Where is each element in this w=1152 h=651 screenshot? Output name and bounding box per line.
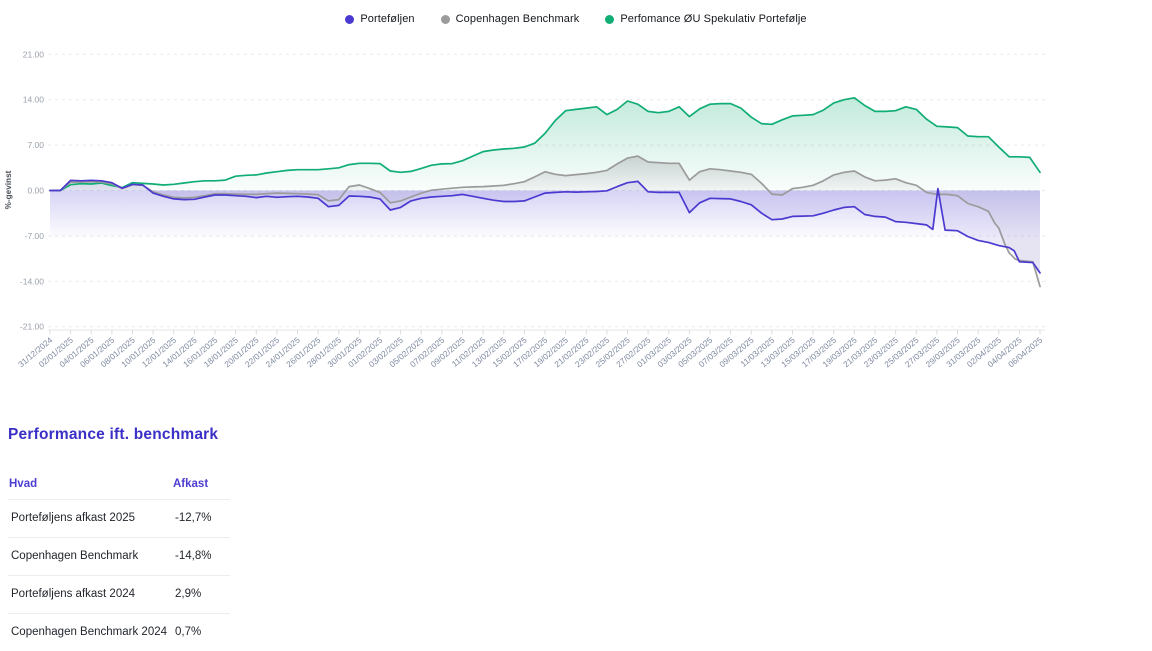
row-value: 2,9% bbox=[175, 588, 202, 600]
table-header-row: Hvad Afkast bbox=[8, 472, 230, 500]
legend-item-spekulativ-portefolje[interactable]: Perfomance ØU Spekulativ Portefølje bbox=[605, 13, 807, 25]
benchmark-panel: Performance ift. benchmark Hvad Afkast P… bbox=[8, 426, 230, 651]
line-portefoljen bbox=[49, 179, 1041, 274]
row-value: -12,7% bbox=[175, 512, 212, 524]
legend-label: Porteføljen bbox=[360, 13, 415, 25]
legend-item-portefoljen[interactable]: Porteføljen bbox=[345, 13, 415, 25]
row-label: Copenhagen Benchmark bbox=[11, 550, 139, 562]
area-spekulativ bbox=[50, 97, 1040, 191]
table-header-hvad: Hvad bbox=[9, 478, 38, 490]
y-axis-label: -21.00 bbox=[20, 322, 44, 332]
row-label: Copenhagen Benchmark 2024 bbox=[11, 626, 168, 638]
legend-dot-spekulativ-portefolje bbox=[605, 14, 615, 24]
y-axis-label: 14.00 bbox=[23, 95, 45, 105]
table-row: Porteføljens afkast 2025 -12,7% bbox=[8, 500, 230, 538]
portfolio-negative-band bbox=[50, 190, 1040, 240]
y-axis-label: -14.00 bbox=[20, 276, 44, 286]
benchmark-table: Hvad Afkast Porteføljens afkast 2025 -12… bbox=[8, 472, 230, 651]
table-row: Copenhagen Benchmark 2024 0,7% bbox=[8, 614, 230, 651]
table-row: Porteføljens afkast 2024 2,9% bbox=[8, 576, 230, 614]
line-benchmark bbox=[49, 155, 1041, 288]
y-axis-label: 21.00 bbox=[23, 49, 45, 59]
legend-dot-portefoljen bbox=[345, 14, 355, 24]
legend-label: Perfomance ØU Spekulativ Portefølje bbox=[620, 13, 807, 25]
line-spekulativ bbox=[49, 96, 1041, 192]
legend-label: Copenhagen Benchmark bbox=[455, 13, 580, 25]
table-row: Copenhagen Benchmark -14,8% bbox=[8, 538, 230, 576]
y-axis-label: 0.00 bbox=[27, 186, 44, 196]
chart-legend: Porteføljen Copenhagen Benchmark Perfoma… bbox=[0, 13, 1152, 25]
row-value: -14,8% bbox=[175, 550, 212, 562]
row-value: 0,7% bbox=[175, 626, 202, 638]
legend-item-copenhagen-benchmark[interactable]: Copenhagen Benchmark bbox=[440, 13, 580, 25]
y-axis-label: -7.00 bbox=[25, 231, 45, 241]
legend-dot-copenhagen-benchmark bbox=[440, 14, 450, 24]
area-portefoljen bbox=[50, 180, 1040, 273]
y-axis-title: %-gevinst bbox=[4, 170, 13, 209]
y-axis-label: 7.00 bbox=[27, 140, 44, 150]
row-label: Porteføljens afkast 2025 bbox=[11, 512, 136, 524]
table-header-afkast: Afkast bbox=[173, 478, 209, 490]
panel-title: Performance ift. benchmark bbox=[8, 426, 219, 443]
row-label: Porteføljens afkast 2024 bbox=[11, 588, 136, 600]
performance-line-chart: 31/12/202402/01/202504/01/202506/01/2025… bbox=[4, 49, 1045, 369]
